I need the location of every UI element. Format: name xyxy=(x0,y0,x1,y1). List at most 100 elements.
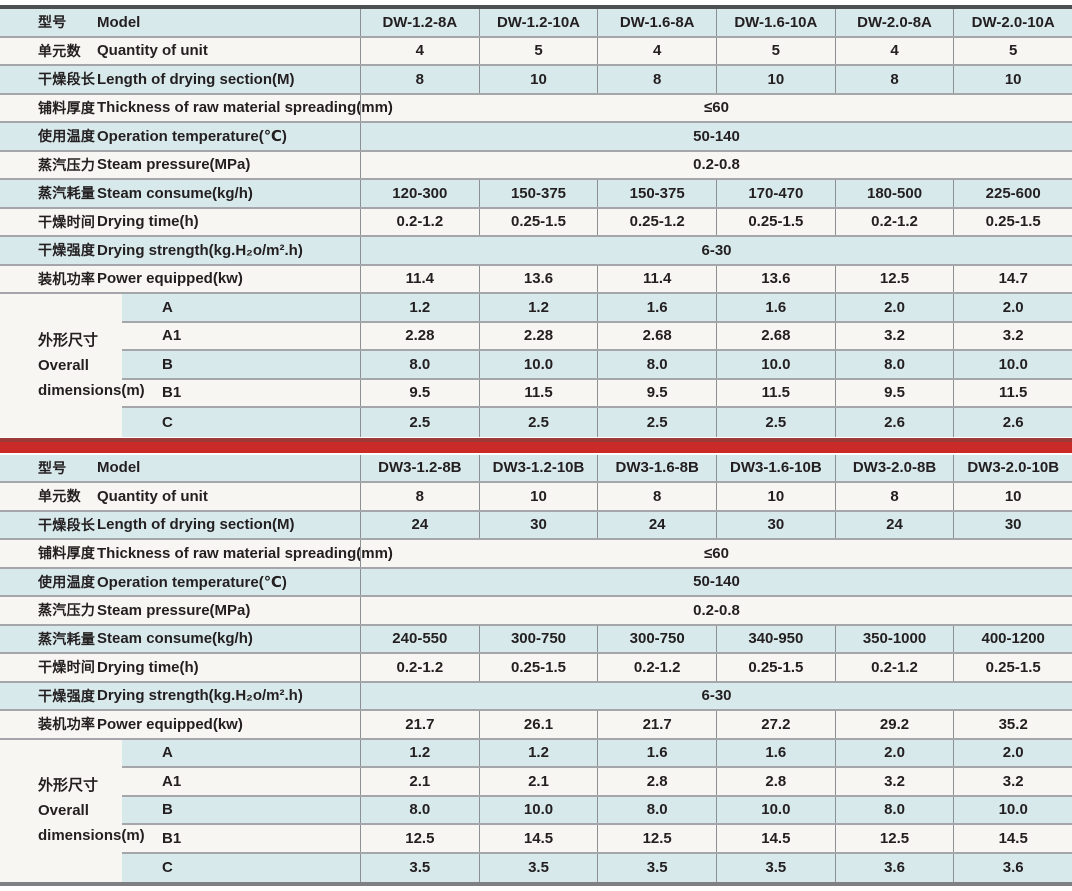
table-cell: 10.0 xyxy=(478,796,598,823)
table-cell: 5 xyxy=(478,37,598,64)
table-cell: 30 xyxy=(953,511,1072,538)
row-label-en: Model xyxy=(97,13,141,31)
table-cell: 24 xyxy=(360,511,479,538)
table-cell: 10 xyxy=(478,66,598,93)
row-label: 干燥时间 Drying time(h) xyxy=(0,209,360,236)
row-steam-pressure: 蒸汽压力 Steam pressure(MPa) 0.2-0.8 xyxy=(0,597,1072,626)
row-power-equipped: 装机功率 Power equipped(kw) 11.4 13.6 11.4 13… xyxy=(0,265,1072,294)
table-cell: 27.2 xyxy=(716,711,835,738)
row-dim-c: C 3.5 3.5 3.5 3.5 3.6 3.6 xyxy=(122,853,1072,882)
dim-sub-label: A1 xyxy=(162,327,182,345)
table-cell: 30 xyxy=(716,511,835,538)
row-label-en: Thickness of raw material spreading(mm) xyxy=(97,544,393,562)
row-label: 单元数 Quantity of unit xyxy=(0,38,360,65)
row-label-en: Thickness of raw material spreading(mm) xyxy=(97,99,393,117)
table-cell: 3.5 xyxy=(716,853,835,882)
table-cell: 0.25-1.5 xyxy=(953,208,1072,235)
dimensions-label: 外形尺寸 Overall dimensions(m) xyxy=(0,739,145,882)
table-cell: 2.28 xyxy=(360,322,479,349)
row-label-zh: 蒸汽压力 xyxy=(38,156,96,173)
table-cell: DW-2.0-8A xyxy=(834,9,954,36)
table-cell: 1.6 xyxy=(597,739,716,766)
row-label-zh: 铺料厚度 xyxy=(38,99,96,116)
table-series-b: 型号 Model DW3-1.2-8B DW3-1.2-10B DW3-1.6-8… xyxy=(0,454,1072,886)
row-label-en: Operation temperature(℃) xyxy=(97,128,287,146)
table-cell: 14.5 xyxy=(478,825,598,852)
table-cell: 24 xyxy=(597,511,716,538)
merged-cell: 50-140 xyxy=(360,568,1072,595)
table-cell: DW3-1.2-10B xyxy=(478,454,598,481)
table-cell: 8 xyxy=(597,66,716,93)
table-series-a: 型号 Model DW-1.2-8A DW-1.2-10A DW-1.6-8A D… xyxy=(0,5,1072,437)
row-label-en: Power equipped(kw) xyxy=(97,715,243,733)
row-drying-section-length: 干燥段长 Length of drying section(M) 24 30 24… xyxy=(0,511,1072,540)
dims-label-en1: Overall xyxy=(38,356,89,374)
row-drying-strength: 干燥强度 Drying strength(kg.H₂o/m².h) 6-30 xyxy=(0,237,1072,266)
table-cell: 4 xyxy=(834,37,954,64)
row-label-zh: 使用温度 xyxy=(38,573,96,590)
row-dim-a: A 1.2 1.2 1.6 1.6 2.0 2.0 xyxy=(122,294,1072,323)
row-label-zh: 蒸汽耗量 xyxy=(38,630,96,647)
table-cell: 10 xyxy=(716,66,835,93)
table-cell: 4 xyxy=(597,37,716,64)
row-label: 干燥时间 Drying time(h) xyxy=(0,654,360,681)
row-label: 蒸汽压力 Steam pressure(MPa) xyxy=(0,152,360,179)
table-cell: DW3-1.2-8B xyxy=(360,454,479,481)
table-cell: 2.8 xyxy=(597,768,716,795)
table-cell: DW3-2.0-10B xyxy=(953,454,1072,481)
table-cell: 0.25-1.5 xyxy=(716,654,835,681)
table-cell: 225-600 xyxy=(953,180,1072,207)
dims-label-zh: 外形尺寸 xyxy=(38,331,99,349)
table-cell: 13.6 xyxy=(478,265,598,292)
table-cell: 2.5 xyxy=(597,408,716,437)
table-cell: 9.5 xyxy=(834,379,954,406)
table-cell: 1.6 xyxy=(597,294,716,321)
row-label-zh: 蒸汽压力 xyxy=(38,602,96,619)
row-dim-b: B 8.0 10.0 8.0 10.0 8.0 10.0 xyxy=(122,796,1072,825)
red-divider xyxy=(0,438,1072,453)
table-cell: 10.0 xyxy=(953,796,1072,823)
table-cell: 9.5 xyxy=(360,379,479,406)
table-cell: 5 xyxy=(716,37,835,64)
table-cell: 3.5 xyxy=(478,853,598,882)
table-cell: 2.1 xyxy=(478,768,598,795)
table-cell: 13.6 xyxy=(716,265,835,292)
row-dim-b1: B1 12.5 14.5 12.5 14.5 12.5 14.5 xyxy=(122,825,1072,854)
table-cell: 300-750 xyxy=(597,625,716,652)
row-dim-a1: A1 2.1 2.1 2.8 2.8 3.2 3.2 xyxy=(122,768,1072,797)
table-cell: 11.4 xyxy=(597,265,716,292)
table-cell: 2.5 xyxy=(360,408,479,437)
table-cell: 12.5 xyxy=(597,825,716,852)
row-model: 型号 Model DW-1.2-8A DW-1.2-10A DW-1.6-8A D… xyxy=(0,9,1072,38)
table-cell: DW-1.6-8A xyxy=(597,9,716,36)
row-label-en: Drying strength(kg.H₂o/m².h) xyxy=(97,241,303,259)
table-cell: 10.0 xyxy=(953,351,1072,378)
table-cell: 10 xyxy=(953,483,1072,510)
dims-label-zh: 外形尺寸 xyxy=(38,777,99,795)
row-label-en: Length of drying section(M) xyxy=(97,70,295,88)
table-cell: 2.28 xyxy=(478,322,598,349)
dimensions-block: 外形尺寸 Overall dimensions(m) A 1.2 1.2 1.6… xyxy=(0,294,1072,437)
row-label: 干燥强度 Drying strength(kg.H₂o/m².h) xyxy=(0,683,360,710)
table-cell: 340-950 xyxy=(716,625,835,652)
table-cell: 240-550 xyxy=(360,625,479,652)
table-cell: DW-2.0-10A xyxy=(953,9,1072,36)
table-cell: 1.2 xyxy=(478,739,598,766)
table-cell: 3.2 xyxy=(834,768,954,795)
table-cell: 0.2-1.2 xyxy=(834,208,954,235)
row-label-zh: 单元数 xyxy=(38,488,81,505)
dim-sub-label: B xyxy=(162,801,173,819)
table-cell: 0.2-1.2 xyxy=(360,208,479,235)
row-dim-b: B 8.0 10.0 8.0 10.0 8.0 10.0 xyxy=(122,351,1072,380)
row-label-en: Steam pressure(MPa) xyxy=(97,601,251,619)
row-power-equipped: 装机功率 Power equipped(kw) 21.7 26.1 21.7 27… xyxy=(0,711,1072,740)
table-cell: 10 xyxy=(716,483,835,510)
table-cell: 0.25-1.2 xyxy=(597,208,716,235)
dim-sub-label: C xyxy=(162,859,173,877)
table-cell: 8 xyxy=(360,66,479,93)
row-label-en: Quantity of unit xyxy=(97,487,208,505)
table-cell: 0.2-1.2 xyxy=(597,654,716,681)
row-model: 型号 Model DW3-1.2-8B DW3-1.2-10B DW3-1.6-8… xyxy=(0,454,1072,483)
table-cell: DW-1.2-10A xyxy=(478,9,598,36)
table-cell: 1.2 xyxy=(360,294,479,321)
